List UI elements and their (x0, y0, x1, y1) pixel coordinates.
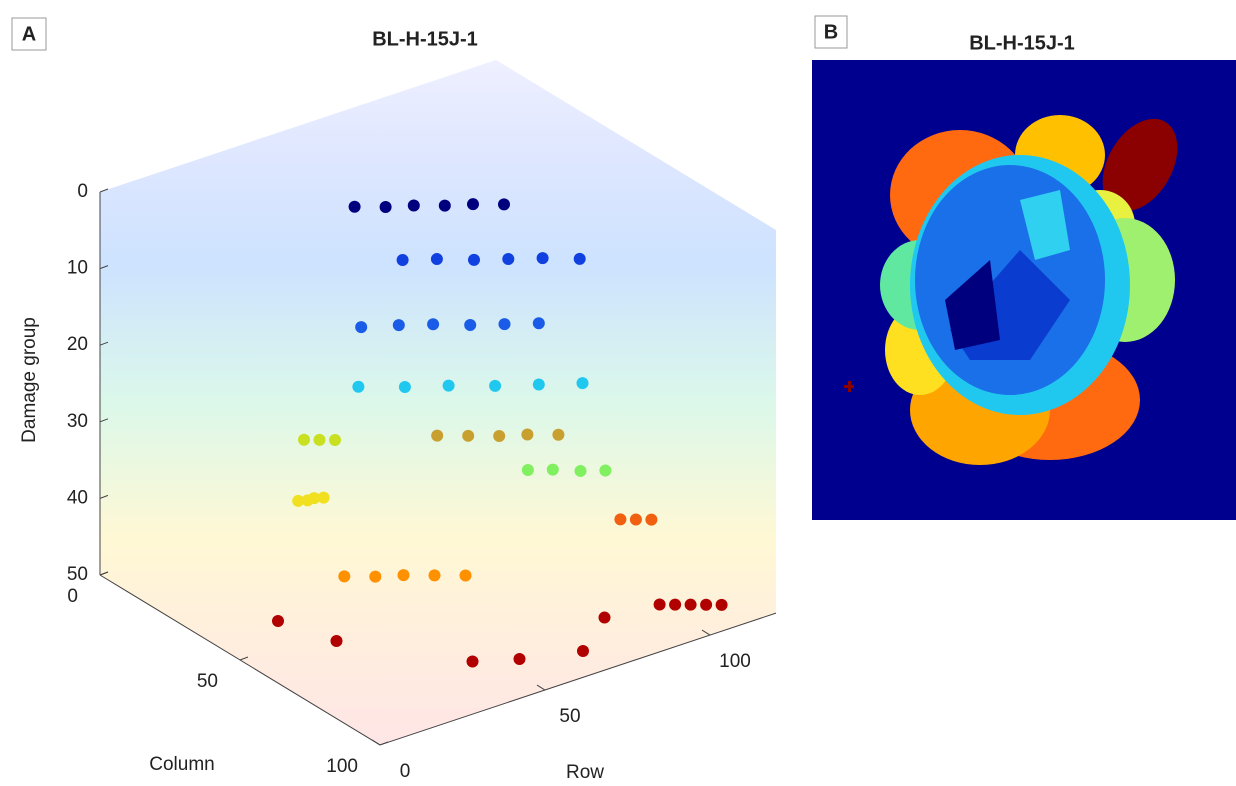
volume-haze (100, 60, 776, 745)
point (348, 200, 361, 213)
chart-title: BL-H-15J-1 (969, 32, 1075, 54)
x-tick-label: 50 (559, 706, 580, 727)
point (468, 253, 480, 266)
x-tick (536, 684, 546, 691)
x-tick-label: 100 (719, 651, 751, 672)
y-tick (99, 571, 109, 576)
map-region (848, 381, 851, 392)
z-tick (99, 188, 109, 193)
map-region (1020, 190, 1070, 260)
damage-map (812, 60, 1236, 520)
point (546, 463, 559, 476)
y-tick-label: 50 (197, 671, 218, 692)
point (398, 381, 411, 394)
x-axis-label: Row (566, 762, 604, 783)
point (292, 494, 305, 507)
point (462, 429, 475, 442)
point (427, 318, 440, 331)
point (614, 513, 627, 526)
z-tick (99, 265, 109, 270)
point (552, 428, 565, 441)
point (379, 200, 392, 213)
point (464, 319, 477, 332)
z-tick-label: 30 (67, 411, 88, 432)
point (428, 569, 441, 582)
point (700, 598, 713, 611)
point (629, 513, 642, 526)
point (392, 319, 405, 332)
x-tick (371, 739, 381, 746)
x-tick-label: 0 (400, 761, 411, 782)
point (573, 252, 586, 265)
point (431, 429, 444, 442)
point (442, 379, 455, 392)
point (329, 433, 341, 446)
y-tick (239, 656, 249, 661)
panel-label-box (814, 15, 848, 49)
point (355, 321, 368, 334)
point (330, 635, 343, 648)
point (577, 645, 589, 658)
point (489, 379, 502, 392)
z-tick-label: 10 (67, 258, 88, 279)
x-tick (701, 629, 711, 636)
panel-label-box (11, 17, 47, 51)
point (466, 655, 479, 668)
z-tick-label: 40 (67, 487, 88, 508)
point (669, 598, 682, 611)
y-axis-label: Column (149, 754, 214, 775)
point (430, 253, 443, 266)
panel-label: A (22, 23, 36, 45)
point (684, 598, 697, 611)
z-tick (99, 494, 109, 499)
point (407, 199, 420, 212)
z-tick-label: 0 (77, 181, 88, 202)
point (521, 428, 534, 441)
y-tick-label: 0 (67, 586, 78, 607)
point (438, 199, 451, 212)
point (459, 569, 472, 582)
y-tick (379, 741, 389, 746)
point (313, 433, 326, 446)
z-tick (99, 341, 109, 346)
point (498, 318, 511, 331)
point (338, 570, 351, 583)
z-axis-label: Damage group (19, 317, 40, 443)
y-tick-label: 100 (326, 756, 358, 777)
map-region (945, 260, 1000, 350)
point (467, 198, 479, 211)
z-tick-label: 50 (67, 564, 88, 585)
point (308, 492, 321, 505)
point (536, 252, 549, 265)
z-tick-label: 20 (67, 334, 88, 355)
point (493, 430, 506, 443)
point (576, 377, 589, 390)
point (397, 569, 410, 582)
point (599, 464, 612, 477)
point (317, 491, 330, 504)
point (502, 252, 515, 265)
panel-label: B (824, 21, 838, 43)
map-region (1102, 118, 1178, 212)
point (532, 378, 545, 391)
point (598, 611, 611, 624)
point (715, 598, 728, 611)
chart-title: BL-H-15J-1 (372, 28, 478, 50)
point (369, 570, 382, 583)
point (396, 253, 409, 266)
point (513, 653, 526, 666)
z-tick (99, 418, 109, 423)
point (498, 198, 510, 211)
point (653, 598, 666, 611)
point (532, 317, 545, 330)
point (645, 513, 658, 526)
point (574, 464, 587, 477)
point (272, 615, 284, 628)
point (298, 433, 310, 446)
point (352, 380, 365, 393)
point (521, 464, 534, 477)
